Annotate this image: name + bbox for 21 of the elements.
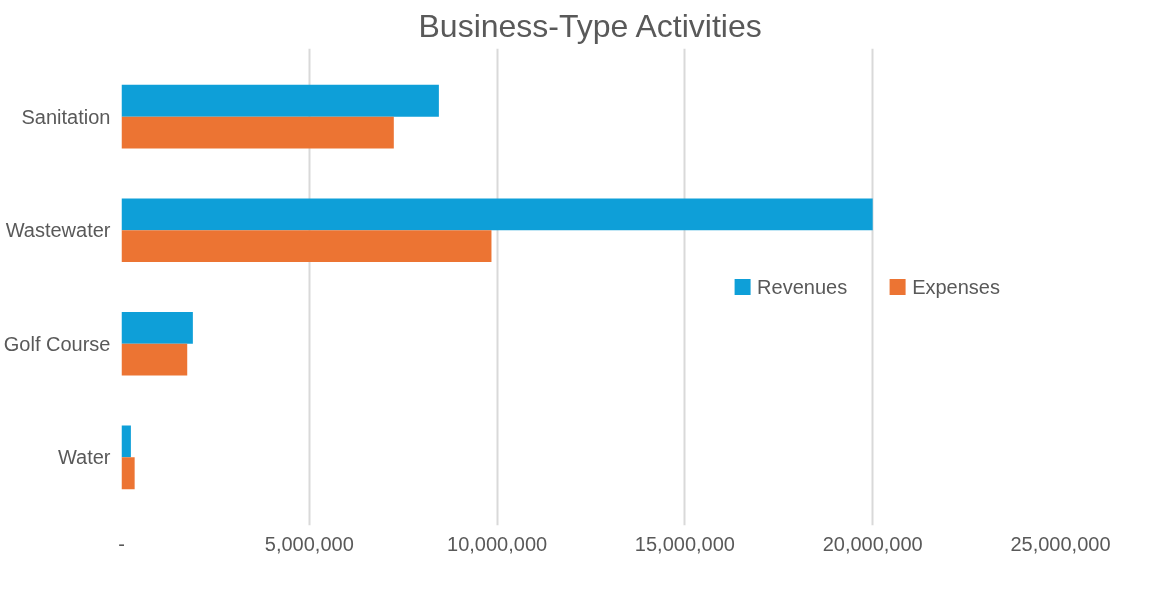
y-tick-label: Sanitation (21, 105, 111, 128)
bar (121, 343, 188, 376)
x-tick-label: 15,000,000 (634, 532, 735, 555)
bar (121, 84, 439, 117)
x-tick-label: 10,000,000 (447, 532, 548, 555)
bar (121, 116, 394, 149)
bar (121, 425, 131, 458)
y-tick-label: Golf Course (3, 332, 111, 355)
bar (121, 198, 873, 231)
y-tick-label: Wastewater (5, 219, 111, 242)
bar (121, 457, 135, 490)
bar (121, 230, 492, 263)
x-tick-label: 25,000,000 (1010, 532, 1111, 555)
bar (121, 311, 193, 344)
x-tick-label: 5,000,000 (264, 532, 354, 555)
chart-title: Business-Type Activities (418, 7, 762, 44)
x-tick-label: - (118, 532, 125, 555)
legend-label: Expenses (912, 275, 1000, 298)
legend-label: Revenues (757, 275, 848, 298)
x-tick-label: 20,000,000 (822, 532, 923, 555)
y-tick-label: Water (57, 446, 111, 469)
